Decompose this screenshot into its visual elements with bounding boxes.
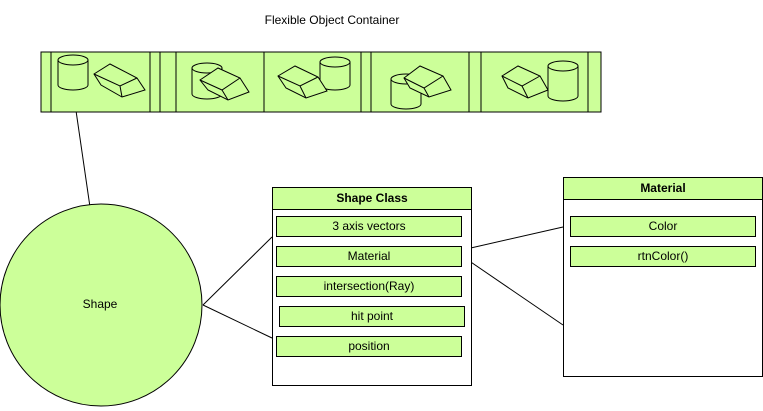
- shape-class-field-material: Material: [276, 246, 462, 267]
- cube-icon: [93, 63, 146, 98]
- cylinder-cube-overlap-icon: [390, 65, 452, 110]
- diagram-title: Flexible Object Container: [264, 13, 400, 27]
- shape-class-header: Shape Class: [273, 188, 471, 210]
- shape-class-field-hit-point: hit point: [279, 306, 465, 327]
- shape-to-class-connector-top: [202, 236, 273, 306]
- cylinder-icon: [57, 54, 89, 91]
- material-header: Material: [564, 178, 762, 200]
- cube-cylinder-icon: [277, 56, 351, 99]
- cylinder-cube-overlap-icon: [191, 62, 250, 101]
- cube-cylinder-icon: [501, 60, 579, 102]
- material-field-color: Color: [570, 216, 756, 237]
- shape-class-field-position: position: [276, 336, 462, 357]
- shape-label: Shape: [82, 297, 118, 311]
- material-field-rtncolor: rtnColor(): [570, 246, 756, 267]
- shape-to-class-connector-bottom: [202, 304, 273, 339]
- shape-class-field-axis-vectors: 3 axis vectors: [276, 216, 462, 237]
- shape-class-field-intersection: intersection(Ray): [276, 276, 462, 297]
- material-field-to-material-connector-top: [461, 226, 564, 251]
- shape-circle: [0, 203, 203, 407]
- material-box: Material: [563, 177, 763, 377]
- material-field-to-material-connector-bottom: [461, 255, 564, 326]
